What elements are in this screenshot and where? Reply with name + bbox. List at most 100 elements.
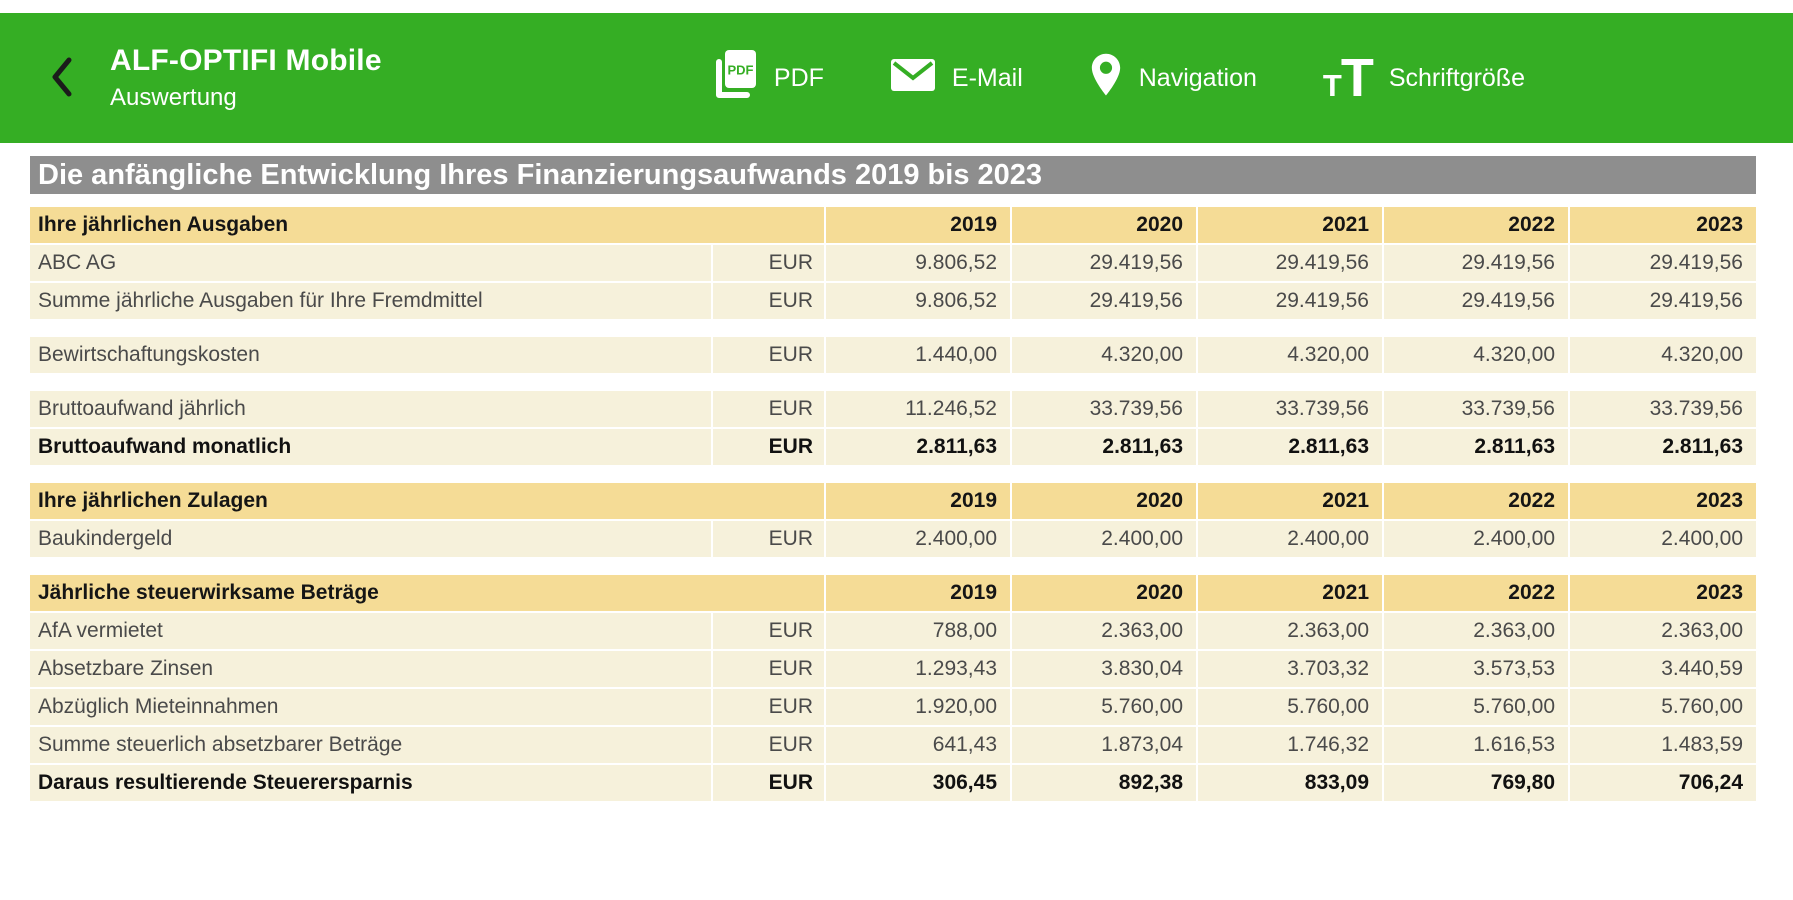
value-cell: 2.811,63 [826, 429, 1012, 465]
value-cell: 3.440,59 [1570, 651, 1756, 687]
table-row: AfA vermietet EUR 788,00 2.363,00 2.363,00 2.… [30, 613, 1756, 649]
font-size-button-label: Schriftgröße [1388, 63, 1525, 92]
currency-cell: EUR [713, 689, 826, 725]
navigation-pin-icon [1089, 52, 1123, 105]
table-row: Absetzbare Zinsen EUR 1.293,43 3.830,04 3.70… [30, 651, 1756, 687]
email-button[interactable]: E-Mail [890, 58, 1023, 99]
finance-table: Ihre jährlichen Ausgaben 2019 2020 2021 2022… [30, 207, 1756, 803]
value-cell: 2.400,00 [1384, 521, 1570, 557]
value-cell: 4.320,00 [1384, 337, 1570, 373]
section-gap [30, 467, 1756, 483]
value-cell: 769,80 [1384, 765, 1570, 801]
section-title: Jährliche steuerwirksame Beträge [30, 575, 826, 611]
row-label: Baukindergeld [30, 521, 713, 557]
currency-cell: EUR [713, 391, 826, 427]
value-cell: 4.320,00 [1012, 337, 1198, 373]
svg-text:PDF: PDF [727, 62, 753, 77]
row-label: Bruttoaufwand jährlich [30, 391, 713, 427]
value-cell: 788,00 [826, 613, 1012, 649]
row-label: Summe steuerlich absetzbarer Beträge [30, 727, 713, 763]
value-cell: 11.246,52 [826, 391, 1012, 427]
value-cell: 1.440,00 [826, 337, 1012, 373]
value-cell: 9.806,52 [826, 283, 1012, 319]
value-cell: 29.419,56 [1198, 283, 1384, 319]
value-cell: 706,24 [1570, 765, 1756, 801]
row-label: Daraus resultierende Steuerersparnis [30, 765, 713, 801]
back-button[interactable] [42, 53, 82, 103]
pdf-button-label: PDF [773, 63, 824, 92]
row-gap [30, 321, 1756, 337]
page-title: Die anfängliche Entwicklung Ihres Finanz… [30, 156, 1756, 194]
section-header-row: Ihre jährlichen Ausgaben 2019 2020 2021 2022… [30, 207, 1756, 243]
font-size-icon: TT [1322, 48, 1374, 108]
year-header-cell: 2022 [1384, 483, 1570, 519]
value-cell: 2.363,00 [1570, 613, 1756, 649]
row-gap [30, 375, 1756, 391]
year-header-cell: 2023 [1570, 207, 1756, 243]
value-cell: 1.746,32 [1198, 727, 1384, 763]
value-cell: 2.363,00 [1384, 613, 1570, 649]
row-label: Abzüglich Mieteinnahmen [30, 689, 713, 725]
value-cell: 2.363,00 [1012, 613, 1198, 649]
value-cell: 2.811,63 [1384, 429, 1570, 465]
section-header-row: Ihre jährlichen Zulagen 2019 2020 2021 2022 2… [30, 483, 1756, 519]
value-cell: 4.320,00 [1570, 337, 1756, 373]
year-header-cell: 2022 [1384, 207, 1570, 243]
row-label: Bruttoaufwand monatlich [30, 429, 713, 465]
value-cell: 1.873,04 [1012, 727, 1198, 763]
value-cell: 33.739,56 [1384, 391, 1570, 427]
value-cell: 9.806,52 [826, 245, 1012, 281]
value-cell: 29.419,56 [1012, 245, 1198, 281]
pdf-button[interactable]: PDF PDF [712, 48, 824, 109]
value-cell: 2.811,63 [1012, 429, 1198, 465]
value-cell: 33.739,56 [1012, 391, 1198, 427]
table-row: Bewirtschaftungskosten EUR 1.440,00 4.320,0… [30, 337, 1756, 373]
year-header-cell: 2021 [1198, 207, 1384, 243]
year-header-cell: 2019 [826, 483, 1012, 519]
value-cell: 641,43 [826, 727, 1012, 763]
value-cell: 306,45 [826, 765, 1012, 801]
value-cell: 3.830,04 [1012, 651, 1198, 687]
year-header-cell: 2022 [1384, 575, 1570, 611]
value-cell: 5.760,00 [1012, 689, 1198, 725]
value-cell: 29.419,56 [1384, 245, 1570, 281]
value-cell: 2.811,63 [1198, 429, 1384, 465]
currency-cell: EUR [713, 765, 826, 801]
value-cell: 3.573,53 [1384, 651, 1570, 687]
row-label: Bewirtschaftungskosten [30, 337, 713, 373]
value-cell: 29.419,56 [1570, 283, 1756, 319]
value-cell: 29.419,56 [1012, 283, 1198, 319]
font-size-button[interactable]: TT Schriftgröße [1323, 51, 1525, 105]
app-subtitle: Auswertung [110, 84, 237, 111]
currency-cell: EUR [713, 727, 826, 763]
value-cell: 1.293,43 [826, 651, 1012, 687]
year-header-cell: 2020 [1012, 575, 1198, 611]
year-header-cell: 2021 [1198, 483, 1384, 519]
value-cell: 4.320,00 [1198, 337, 1384, 373]
value-cell: 833,09 [1198, 765, 1384, 801]
table-row: Summe steuerlich absetzbarer Beträge EUR 6… [30, 727, 1756, 763]
year-header-cell: 2023 [1570, 483, 1756, 519]
currency-cell: EUR [713, 245, 826, 281]
title-block: ALF-OPTIFI Mobile Auswertung [110, 44, 382, 112]
table-row: Baukindergeld EUR 2.400,00 2.400,00 2.400,00… [30, 521, 1756, 557]
value-cell: 33.739,56 [1570, 391, 1756, 427]
value-cell: 1.483,59 [1570, 727, 1756, 763]
currency-cell: EUR [713, 429, 826, 465]
header-actions: PDF PDF E-Mail [712, 48, 1525, 109]
value-cell: 1.616,53 [1384, 727, 1570, 763]
value-cell: 1.920,00 [826, 689, 1012, 725]
section-title: Ihre jährlichen Ausgaben [30, 207, 826, 243]
year-header-cell: 2023 [1570, 575, 1756, 611]
value-cell: 29.419,56 [1198, 245, 1384, 281]
value-cell: 29.419,56 [1384, 283, 1570, 319]
row-label: AfA vermietet [30, 613, 713, 649]
table-row: Daraus resultierende Steuerersparnis EUR 3… [30, 765, 1756, 801]
section-header-row: Jährliche steuerwirksame Beträge 2019 2020… [30, 575, 1756, 611]
value-cell: 2.811,63 [1570, 429, 1756, 465]
navigation-button[interactable]: Navigation [1089, 52, 1257, 105]
value-cell: 2.400,00 [1198, 521, 1384, 557]
currency-cell: EUR [713, 651, 826, 687]
currency-cell: EUR [713, 337, 826, 373]
